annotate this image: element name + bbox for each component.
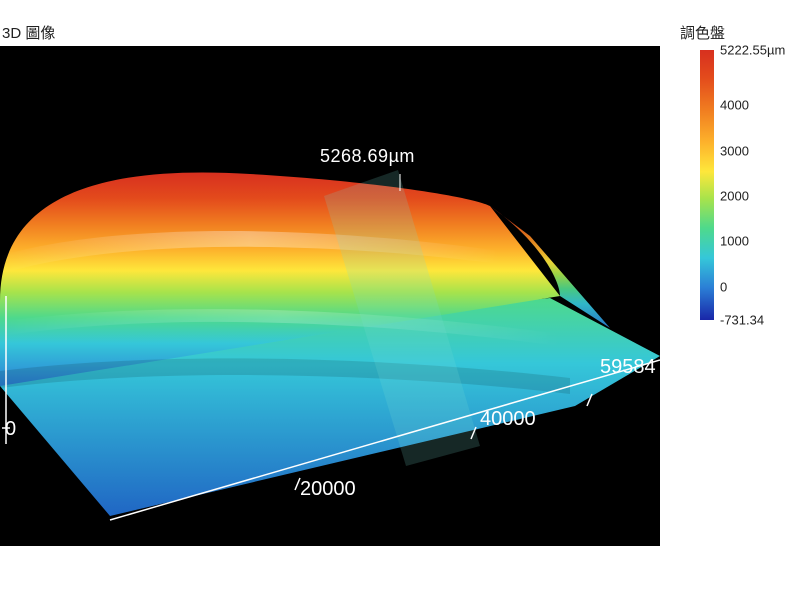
palette-tick-label: -731.34: [720, 313, 764, 328]
palette-bar: [700, 50, 714, 320]
palette-tick-label: 0: [720, 279, 727, 294]
surface-plot[interactable]: 5268.69µm 59584 40000 20000 0: [0, 46, 660, 546]
peak-label: 5268.69µm: [320, 146, 415, 167]
palette-tick-label: 2000: [720, 189, 749, 204]
frame: 3D 圖像 調色盤: [0, 0, 800, 600]
palette-tick-label: 3000: [720, 143, 749, 158]
axis-tick-label: 40000: [480, 408, 536, 431]
palette-tick-label: 4000: [720, 98, 749, 113]
palette-tick-label: 1000: [720, 234, 749, 249]
palette-tick-label: 5222.55µm: [720, 43, 785, 58]
surface-svg: [0, 46, 660, 546]
axis-tick-label: 59584: [600, 356, 656, 379]
axis-tick-label: 0: [5, 418, 16, 441]
palette-title: 調色盤: [680, 22, 725, 43]
color-palette: 5222.55µm40003000200010000-731.34: [700, 50, 790, 340]
plot-title: 3D 圖像: [2, 22, 55, 43]
axis-tick-label: 20000: [300, 478, 356, 501]
